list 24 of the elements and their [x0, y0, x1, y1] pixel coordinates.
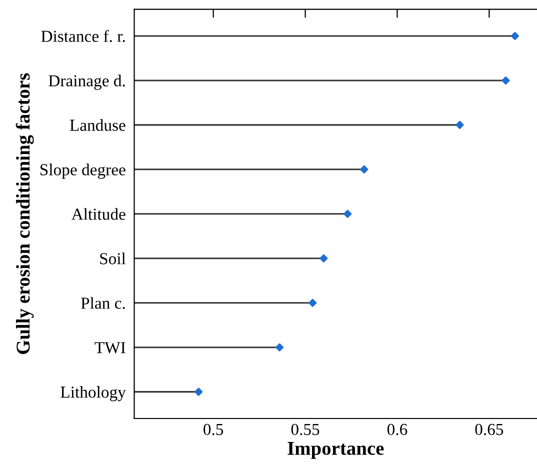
point: [510, 32, 520, 40]
x-tick-label: 0.6: [387, 424, 408, 436]
x-tick-label: 0.55: [291, 424, 320, 436]
y-tick-label: Plan c.: [81, 297, 125, 309]
x-axis-title: Importance: [288, 442, 384, 459]
point: [308, 298, 317, 307]
point: [275, 343, 284, 352]
x-tick-label: 0.65: [475, 424, 504, 436]
y-axis-title: Gully erosion conditioning factors: [16, 73, 34, 354]
y-tick-label: Altitude: [71, 208, 126, 220]
point: [360, 165, 368, 174]
y-tick-label: Slope degree: [40, 164, 126, 179]
y-tick-label: Drainage d.: [48, 74, 125, 90]
point: [320, 254, 328, 262]
y-tick-label: Lithology: [60, 386, 126, 402]
point: [456, 120, 464, 130]
point: [194, 388, 203, 396]
x-tick-label: 0.5: [204, 424, 224, 436]
y-tick-label: Soil: [100, 252, 126, 264]
point: [343, 210, 352, 218]
y-tick-label: TWI: [94, 342, 126, 354]
y-tick-label: Landuse: [70, 119, 126, 131]
point: [502, 76, 510, 85]
y-tick-label: Distance f. r.: [41, 30, 125, 42]
